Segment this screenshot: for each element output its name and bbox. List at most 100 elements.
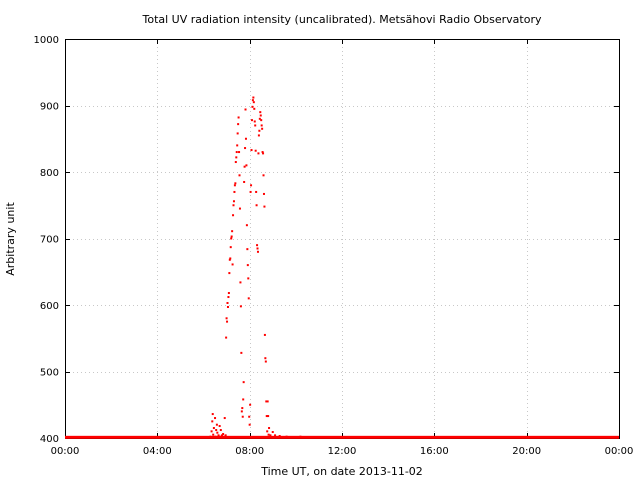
data-point <box>224 434 227 437</box>
data-point <box>243 165 246 168</box>
data-point <box>261 127 264 130</box>
y-tick-label: 900 <box>40 102 59 113</box>
data-point <box>240 351 243 354</box>
data-point <box>256 247 259 250</box>
data-point <box>231 263 234 266</box>
baseline-band <box>65 435 619 439</box>
data-point <box>235 151 238 154</box>
data-point <box>267 433 270 436</box>
data-point <box>242 398 245 401</box>
data-point <box>234 182 237 185</box>
data-point <box>212 433 215 436</box>
data-point <box>246 248 249 251</box>
data-point <box>241 415 244 418</box>
data-point <box>225 336 228 339</box>
data-point <box>259 114 262 117</box>
data-point <box>248 423 251 426</box>
data-point <box>263 205 266 208</box>
data-point <box>245 224 248 227</box>
data-point <box>285 435 288 438</box>
data-point <box>247 277 250 280</box>
data-point <box>264 360 267 363</box>
data-point <box>212 427 215 430</box>
data-point <box>223 435 226 438</box>
data-point <box>216 431 219 434</box>
data-point <box>239 281 242 284</box>
data-point <box>219 435 222 438</box>
y-tick-label: 400 <box>40 434 59 445</box>
data-point <box>215 429 218 432</box>
data-point <box>217 434 220 437</box>
data-point <box>237 123 240 126</box>
data-point <box>219 429 222 432</box>
data-point <box>249 190 252 193</box>
data-point <box>256 250 259 253</box>
data-point <box>226 302 229 305</box>
y-axis-label: Arbitrary unit <box>4 202 17 276</box>
data-point <box>266 430 269 433</box>
y-tick-label: 700 <box>40 235 59 246</box>
data-point <box>252 101 255 104</box>
data-point <box>249 403 252 406</box>
data-point <box>268 427 271 430</box>
data-point <box>299 435 302 438</box>
data-point <box>228 258 231 261</box>
data-point <box>253 107 256 110</box>
data-point <box>257 134 260 137</box>
data-point <box>258 117 261 120</box>
data-point <box>232 204 235 207</box>
data-point <box>247 297 250 300</box>
data-point <box>248 415 251 418</box>
data-point <box>246 264 249 267</box>
x-tick-label: 08:00 <box>235 446 264 457</box>
y-tick-label: 800 <box>40 168 59 179</box>
data-point <box>215 423 218 426</box>
data-point <box>245 164 248 167</box>
data-point <box>256 244 259 247</box>
data-point <box>210 430 213 433</box>
data-point <box>265 400 268 403</box>
data-point <box>230 235 233 238</box>
data-point <box>243 180 246 183</box>
x-tick-label: 20:00 <box>512 446 541 457</box>
data-point <box>262 174 265 177</box>
data-point <box>252 96 255 99</box>
data-point <box>214 435 217 438</box>
data-point <box>258 129 261 132</box>
data-point <box>257 152 260 155</box>
x-tick-label: 12:00 <box>328 446 357 457</box>
data-point <box>227 296 230 299</box>
data-point <box>211 420 214 423</box>
data-point <box>250 149 253 152</box>
data-point <box>271 431 274 434</box>
x-axis-label: Time UT, on date 2013-11-02 <box>260 465 423 478</box>
data-point <box>226 320 229 323</box>
data-point <box>230 237 233 240</box>
x-tick-label: 04:00 <box>143 446 172 457</box>
data-point <box>255 204 258 207</box>
axis-ticks: 00:00 04:00 08:00 12:00 16:00 20:00 00:0040050… <box>34 35 634 457</box>
data-point <box>244 137 247 140</box>
data-point <box>227 292 230 295</box>
data-point <box>232 214 235 217</box>
data-point <box>229 257 232 260</box>
data-point <box>236 144 239 147</box>
data-point <box>239 305 242 308</box>
data-point <box>261 151 264 154</box>
data-point <box>254 124 257 127</box>
data-point <box>251 105 254 108</box>
data-point <box>225 317 228 320</box>
data-point <box>251 99 254 102</box>
data-point <box>259 111 262 114</box>
data-point <box>262 152 265 155</box>
baseline-series <box>65 435 619 439</box>
data-point <box>237 116 240 119</box>
data-point <box>218 425 221 428</box>
data-point <box>266 400 269 403</box>
data-point <box>235 156 238 159</box>
data-point <box>214 417 217 420</box>
data-point <box>255 190 258 193</box>
data-point <box>238 151 241 154</box>
data-point <box>229 246 232 249</box>
